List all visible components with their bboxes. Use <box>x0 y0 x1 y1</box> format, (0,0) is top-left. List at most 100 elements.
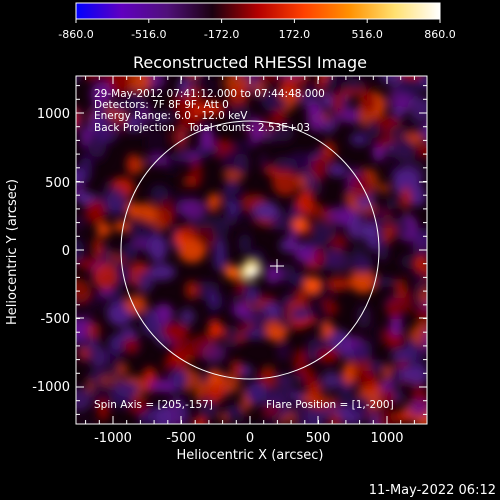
emission-blob <box>385 296 404 320</box>
emission-blob <box>233 303 250 319</box>
emission-blob <box>330 110 341 127</box>
colorbar-tick-label: -172.0 <box>204 28 239 41</box>
emission-blob <box>183 175 196 188</box>
emission-blob <box>328 162 346 177</box>
emission-blob <box>313 247 326 266</box>
emission-blob <box>400 186 411 211</box>
emission-blob <box>235 272 246 294</box>
emission-blob <box>395 93 414 112</box>
emission-blob <box>412 228 427 245</box>
spin-axis-text: Spin Axis = [205,-157] <box>94 399 213 411</box>
emission-blob <box>211 218 230 239</box>
emission-blob <box>233 153 249 176</box>
emission-blob <box>249 305 269 330</box>
emission-blob <box>377 239 389 262</box>
emission-blob <box>208 288 220 312</box>
emission-blob <box>78 156 93 183</box>
emission-blob <box>150 184 169 204</box>
emission-blob <box>112 101 127 113</box>
x-axis-label: Heliocentric X (arcsec) <box>177 448 324 463</box>
emission-blob <box>264 264 281 285</box>
emission-blob <box>391 139 417 162</box>
bright-source <box>247 267 257 277</box>
y-tick-labels: 1000 500 0 -500 -1000 <box>32 107 70 395</box>
colorbar: -860.0 -516.0 -172.0 172.0 516.0 860.0 <box>58 2 456 41</box>
emission-blob <box>261 405 281 416</box>
x-tick-label: 500 <box>306 431 331 446</box>
y-axis-label: Heliocentric Y (arcsec) <box>5 179 20 325</box>
emission-blob <box>332 254 359 273</box>
emission-blob <box>123 337 139 354</box>
emission-blob <box>378 183 390 194</box>
colorbar-tick-label: 516.0 <box>351 28 383 41</box>
emission-blob <box>356 196 370 210</box>
emission-blob <box>179 198 205 220</box>
emission-blob <box>201 281 220 294</box>
emission-blob <box>327 206 355 223</box>
emission-blob <box>126 201 138 219</box>
colorbar-labels: -860.0 -516.0 -172.0 172.0 516.0 860.0 <box>58 28 455 41</box>
emission-blob <box>288 273 307 286</box>
emission-blob <box>244 283 260 306</box>
emission-blob <box>293 348 309 376</box>
colorbar-tick-label: 860.0 <box>424 28 456 41</box>
emission-blob <box>184 85 203 110</box>
emission-blob <box>376 137 390 149</box>
emission-blob <box>238 364 252 377</box>
emission-blob <box>344 78 366 92</box>
info-time-range: 29-May-2012 07:41:12.000 to 07:44:48.000 <box>94 88 325 100</box>
emission-blob <box>360 90 376 115</box>
image-area <box>76 76 427 424</box>
emission-blob <box>366 76 388 82</box>
emission-blob <box>86 322 102 340</box>
emission-blob <box>85 199 106 224</box>
emission-blob <box>340 106 358 123</box>
emission-blob <box>109 285 124 306</box>
emission-blob <box>378 389 396 407</box>
emission-blob <box>282 76 302 79</box>
x-tick-label: -500 <box>166 431 196 446</box>
emission-blob <box>76 214 85 232</box>
emission-blob <box>253 201 280 221</box>
emission-blob <box>265 319 283 342</box>
emission-blob <box>360 223 380 239</box>
emission-blob <box>325 276 352 291</box>
emission-blob <box>283 375 294 397</box>
emission-blob <box>184 76 201 87</box>
emission-blob <box>417 76 427 90</box>
colorbar-ticks <box>75 19 441 23</box>
emission-blob <box>136 270 154 293</box>
emission-blob <box>96 76 121 84</box>
emission-blob <box>270 109 287 126</box>
emission-blob <box>238 233 252 254</box>
emission-blob <box>418 122 427 142</box>
emission-blob <box>259 415 280 424</box>
emission-blob <box>223 414 250 424</box>
emission-blob <box>350 342 372 364</box>
emission-blob <box>351 245 364 262</box>
emission-blob <box>414 255 427 273</box>
emission-blob <box>373 115 394 128</box>
emission-blob <box>295 190 315 214</box>
emission-blob <box>405 250 421 278</box>
emission-blob <box>270 213 298 229</box>
emission-blob <box>178 239 206 263</box>
info-energy-range: Energy Range: 6.0 - 12.0 keV <box>94 110 248 122</box>
observation-info: 29-May-2012 07:41:12.000 to 07:44:48.000… <box>94 88 325 134</box>
emission-blob <box>94 115 120 144</box>
emission-blob <box>296 418 311 424</box>
emission-blob <box>328 76 348 83</box>
emission-blob <box>79 349 92 360</box>
emission-blob <box>107 188 127 217</box>
emission-blob <box>114 380 140 397</box>
emission-blob <box>225 179 241 194</box>
emission-blob <box>89 345 107 370</box>
emission-blob <box>306 336 329 353</box>
emission-blob <box>126 89 144 113</box>
emission-blob <box>76 76 79 82</box>
emission-blob <box>287 151 314 177</box>
bright-source <box>174 234 186 246</box>
colorbar-tick-label: -516.0 <box>131 28 166 41</box>
x-tick-label: 1000 <box>370 431 403 446</box>
emission-blob <box>305 409 326 424</box>
